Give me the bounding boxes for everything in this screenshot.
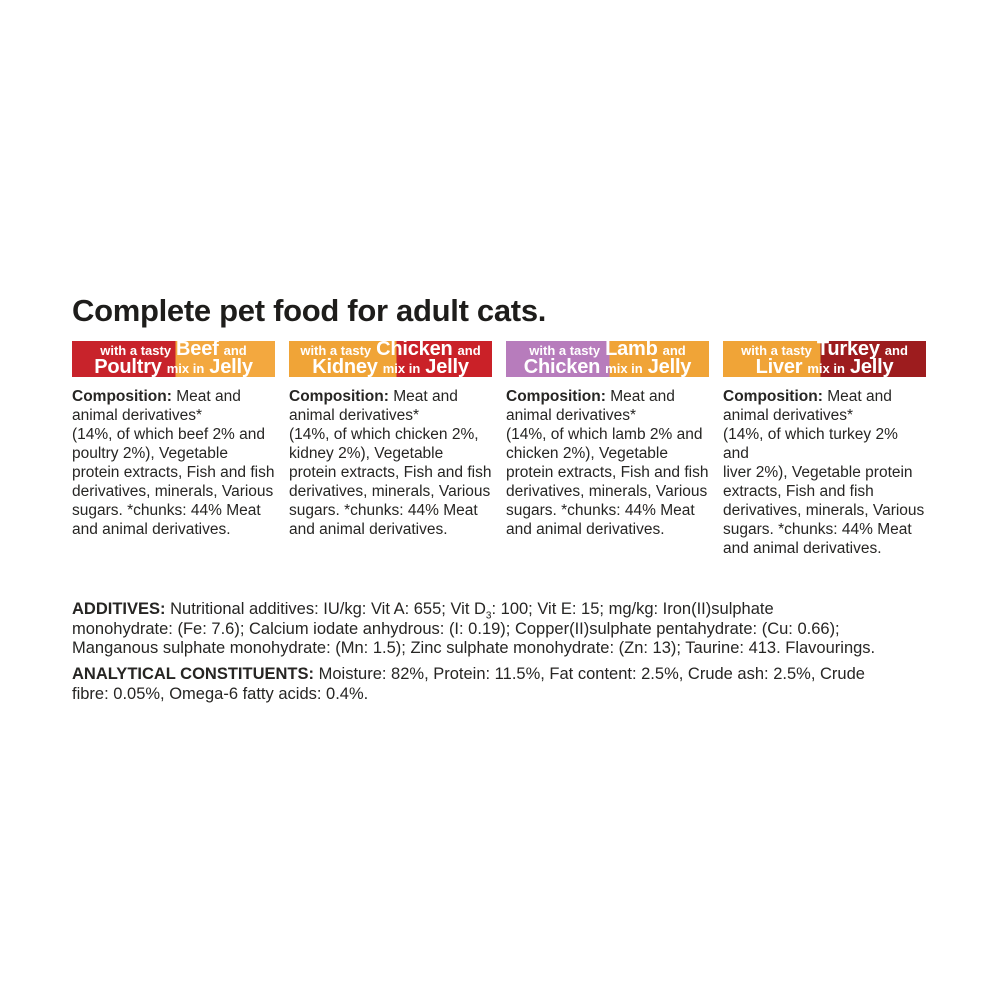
composition-turkey-liver: Composition: Meat and animal derivatives… (723, 387, 926, 558)
banner-lamb-chicken: with a tasty Lamb and Chicken mix in Jelly (506, 341, 709, 377)
analytical-label: ANALYTICAL CONSTITUENTS: (72, 665, 315, 683)
banner-protein-1: Turkey (816, 341, 880, 360)
banner-protein-1: Beef (176, 341, 219, 360)
vitamin-d3-subscript: 3 (485, 610, 492, 622)
composition-label: Composition: (723, 388, 823, 405)
composition-text: Meat and animal derivatives* (14%, of wh… (289, 388, 492, 538)
banner-protein-2: Poultry (94, 356, 162, 377)
banner-prefix: with a tasty (100, 343, 172, 358)
banner-jelly: Jelly (425, 356, 469, 377)
composition-lamb-chicken: Composition: Meat and animal derivatives… (506, 387, 709, 558)
banner-beef-poultry: with a tasty Beef and Poultry mix in Jelly (72, 341, 275, 377)
banner-mix-in: mix in (807, 361, 845, 376)
variety-banners-row: with a tasty Beef and Poultry mix in Jelly w… (72, 341, 926, 377)
composition-chicken-kidney: Composition: Meat and animal derivatives… (289, 387, 492, 558)
banner-line-1: with a tasty Lamb and (506, 341, 709, 359)
banner-protein-2: Liver (755, 356, 803, 377)
additives-label: ADDITIVES: (72, 600, 166, 618)
banner-and: and (884, 343, 908, 358)
banner-jelly: Jelly (849, 356, 894, 377)
banner-line-1: with a tasty Beef and (72, 341, 275, 359)
banner-protein-1: Lamb (605, 341, 658, 360)
banner-jelly: Jelly (209, 356, 253, 377)
banner-line-2: Chicken mix in Jelly (506, 356, 709, 377)
analytical-constituents-paragraph: ANALYTICAL CONSTITUENTS: Moisture: 82%, … (72, 665, 1000, 704)
additives-paragraph: ADDITIVES: Nutritional additives: IU/kg:… (72, 600, 1000, 659)
composition-label: Composition: (289, 388, 389, 405)
analytical-text: Moisture: 82%, Protein: 11.5%, Fat conte… (72, 665, 865, 703)
banner-line-2: Poultry mix in Jelly (72, 356, 275, 377)
composition-label: Composition: (72, 388, 172, 405)
composition-text: Meat and animal derivatives* (14%, of wh… (506, 388, 709, 538)
additives-text-1: Nutritional additives: IU/kg: Vit A: 655… (170, 600, 486, 618)
banner-protein-1: Chicken (376, 341, 453, 360)
banner-mix-in: mix in (605, 361, 643, 376)
banner-mix-in: mix in (166, 361, 205, 376)
banner-line-2: Kidney mix in Jelly (289, 356, 492, 377)
composition-text: Meat and animal derivatives* (14%, of wh… (72, 388, 275, 538)
composition-text: Meat and animal derivatives* (14%, of wh… (723, 388, 925, 557)
banner-and: and (662, 343, 686, 358)
banner-mix-in: mix in (382, 361, 421, 376)
banner-prefix: with a tasty (741, 343, 812, 358)
banner-jelly: Jelly (647, 356, 692, 377)
composition-label: Composition: (506, 388, 606, 405)
banner-protein-2: Chicken (523, 356, 601, 377)
banner-and: and (457, 343, 481, 358)
banner-and: and (223, 343, 247, 358)
additives-text-2: : 100; Vit E: 15; mg/kg: Iron(II)sulphat… (72, 600, 876, 657)
banner-chicken-kidney: with a tasty Chicken and Kidney mix in Jelly (289, 341, 492, 377)
banner-prefix: with a tasty (529, 343, 601, 358)
banner-protein-2: Kidney (312, 356, 378, 377)
composition-row: Composition: Meat and animal derivatives… (72, 387, 926, 558)
banner-turkey-liver: with a tasty Turkey and Liver mix in Jelly (723, 341, 926, 377)
banner-line-1: with a tasty Turkey and (723, 341, 926, 359)
banner-prefix: with a tasty (300, 343, 372, 358)
composition-beef-poultry: Composition: Meat and animal derivatives… (72, 387, 275, 558)
page-title: Complete pet food for adult cats. (72, 293, 547, 328)
banner-line-2: Liver mix in Jelly (723, 356, 926, 377)
banner-line-1: with a tasty Chicken and (289, 341, 492, 359)
